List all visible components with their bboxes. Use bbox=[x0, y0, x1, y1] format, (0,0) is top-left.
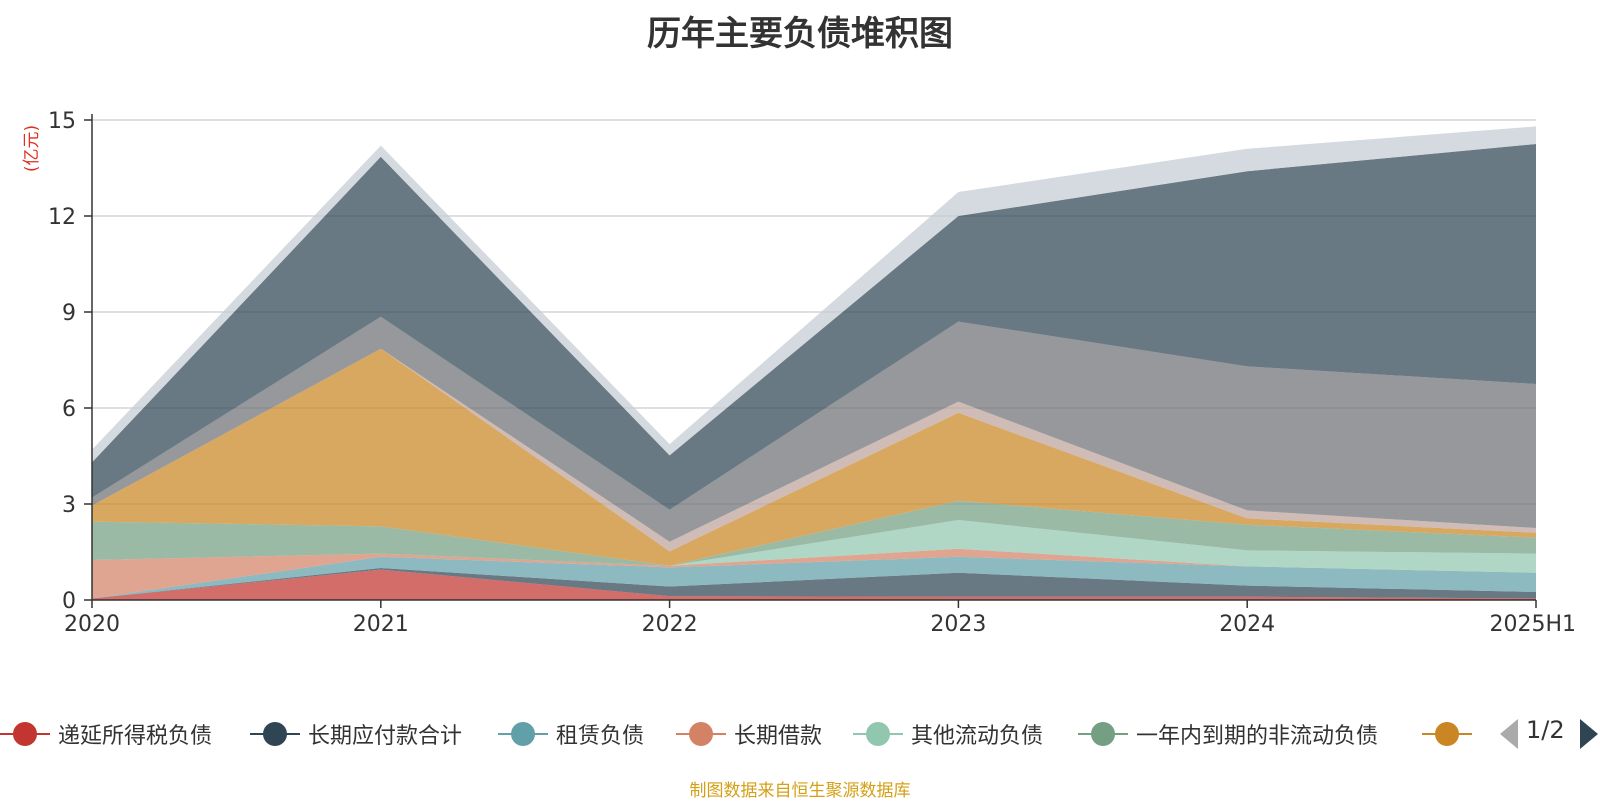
legend-item[interactable]: 长期借款 bbox=[676, 714, 822, 754]
x-tick-label: 2025H1 bbox=[1489, 612, 1576, 637]
legend-next-page-icon[interactable] bbox=[1580, 719, 1598, 749]
area-series-1 bbox=[92, 568, 1536, 599]
area-series-8 bbox=[92, 316, 1536, 542]
legend-marker-icon bbox=[676, 719, 726, 749]
y-tick-label: 12 bbox=[48, 205, 76, 230]
stacked-areas bbox=[92, 126, 1536, 600]
area-series-2 bbox=[92, 556, 1536, 599]
legend-item[interactable]: 一年内到期的非流动负债 bbox=[1078, 714, 1378, 754]
area-series-5 bbox=[92, 500, 1536, 566]
y-tick-label: 6 bbox=[62, 397, 76, 422]
y-tick-label: 15 bbox=[48, 109, 76, 134]
legend-label: 递延所得税负债 bbox=[58, 724, 213, 749]
x-tick-label: 2021 bbox=[353, 612, 409, 637]
legend-marker-icon bbox=[498, 719, 548, 749]
source-note: 制图数据来自恒生聚源数据库 bbox=[689, 781, 911, 801]
legend-label: 其他流动负债 bbox=[911, 724, 1044, 749]
legend-marker-icon bbox=[853, 719, 903, 749]
legend-marker-icon bbox=[1078, 719, 1128, 749]
x-tick-label: 2023 bbox=[930, 612, 986, 637]
axes: 0 3 6 9 12 15 2020 2021 2022 2023 2024 2025H1 bbox=[48, 109, 1576, 637]
y-tick-label: 3 bbox=[62, 493, 76, 518]
legend-item[interactable]: 租赁负债 bbox=[498, 714, 644, 754]
legend-label: 租赁负债 bbox=[556, 724, 645, 749]
legend-page-indicator: 1/2 bbox=[1526, 716, 1565, 744]
legend-label: 长期借款 bbox=[734, 724, 823, 749]
legend-item[interactable] bbox=[1422, 714, 1472, 754]
area-series-3 bbox=[92, 548, 1536, 599]
legend-marker-icon bbox=[250, 719, 300, 749]
area-series-4 bbox=[92, 520, 1536, 573]
area-series-9 bbox=[92, 144, 1536, 510]
legend-item[interactable]: 递延所得税负债 bbox=[0, 714, 212, 754]
area-series-0 bbox=[92, 569, 1536, 600]
legend-label: 一年内到期的非流动负债 bbox=[1136, 724, 1379, 749]
legend: 递延所得税负债 长期应付款合计 租赁负债 长期借款 其他流动负债 一年内到期的非流动负债 bbox=[0, 714, 1600, 754]
y-tick-label: 9 bbox=[62, 301, 76, 326]
legend-marker-icon bbox=[1422, 719, 1472, 749]
legend-marker-icon bbox=[0, 719, 50, 749]
legend-pager: 1/2 bbox=[1500, 716, 1600, 752]
chart-title: 历年主要负债堆积图 bbox=[647, 14, 953, 54]
legend-item[interactable]: 长期应付款合计 bbox=[250, 714, 462, 754]
legend-item[interactable]: 其他流动负债 bbox=[853, 714, 1043, 754]
x-tick-label: 2020 bbox=[64, 612, 120, 637]
legend-prev-page-icon[interactable] bbox=[1500, 719, 1518, 749]
x-tick-label: 2022 bbox=[642, 612, 698, 637]
legend-label: 长期应付款合计 bbox=[308, 724, 463, 749]
y-tick-label: 0 bbox=[62, 589, 76, 614]
area-series-6 bbox=[92, 348, 1536, 566]
x-tick-label: 2024 bbox=[1219, 612, 1275, 637]
